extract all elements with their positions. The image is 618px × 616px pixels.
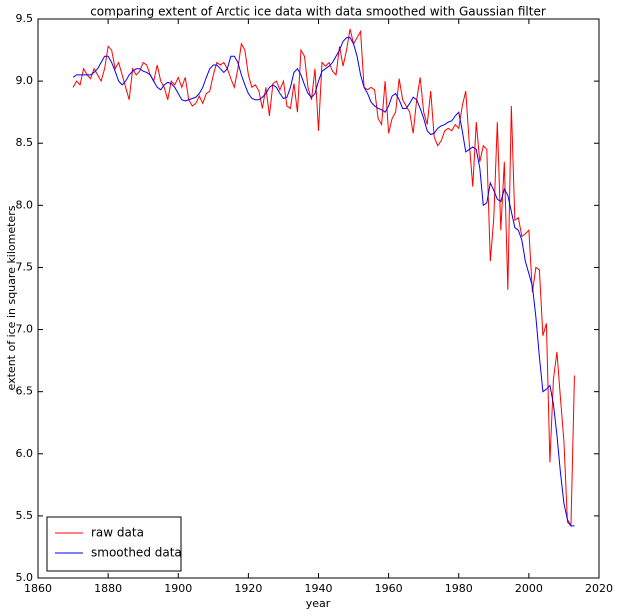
data-line — [72, 37, 575, 527]
x-tick-label: 1900 — [164, 582, 192, 595]
x-tick-label: 1880 — [94, 582, 122, 595]
x-tick-label: 2020 — [585, 582, 613, 595]
y-tick-label: 8.0 — [16, 198, 34, 211]
legend-label: smoothed data — [91, 546, 182, 560]
x-tick-label: 1920 — [234, 582, 262, 595]
x-tick-label: 2000 — [515, 582, 543, 595]
y-tick-label: 8.5 — [16, 136, 34, 149]
y-tick-label: 9.5 — [16, 12, 34, 25]
plot-frame — [37, 18, 600, 579]
chart-title: comparing extent of Arctic ice data with… — [90, 5, 546, 19]
legend-label: raw data — [91, 526, 144, 540]
y-tick-label: 7.0 — [16, 323, 34, 336]
y-tick-label: 6.5 — [16, 385, 34, 398]
x-tick-label: 1860 — [24, 582, 52, 595]
y-axis-label: extent of ice in square kilometers — [5, 205, 18, 390]
x-axis-label: year — [306, 597, 331, 610]
y-tick-label: 7.5 — [16, 260, 34, 273]
y-tick-label: 6.0 — [16, 447, 34, 460]
legend-box — [46, 516, 182, 572]
x-tick-label: 1980 — [445, 582, 473, 595]
y-tick-label: 5.5 — [16, 509, 34, 522]
y-tick-label: 9.0 — [16, 74, 34, 87]
x-tick-label: 1960 — [375, 582, 403, 595]
data-line — [72, 28, 575, 528]
x-tick-label: 1940 — [305, 582, 333, 595]
y-tick-label: 5.0 — [16, 571, 34, 584]
